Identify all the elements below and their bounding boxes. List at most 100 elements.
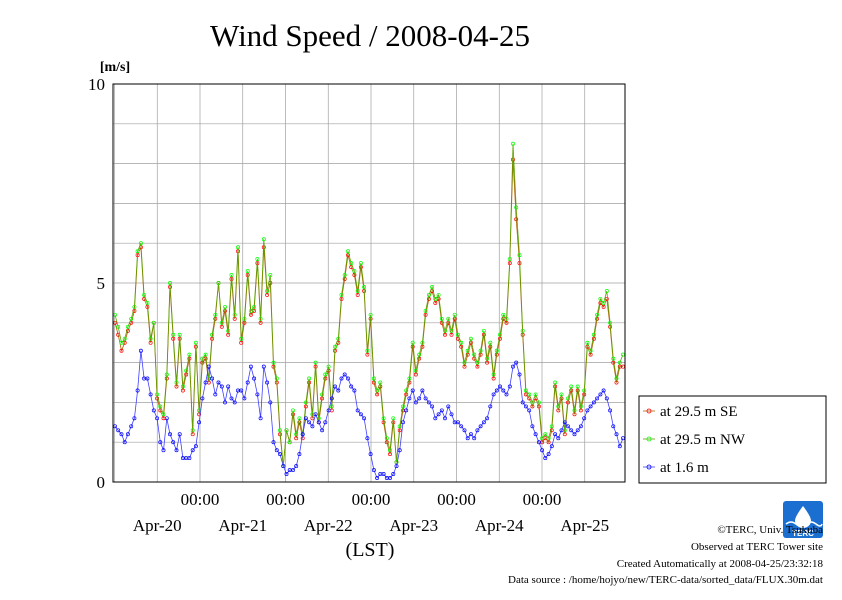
- y-axis-unit: [m/s]: [100, 60, 130, 75]
- series-point: [342, 273, 347, 277]
- series-point: [582, 388, 587, 393]
- series-point: [456, 332, 460, 337]
- series-point: [371, 376, 376, 381]
- x-tick-time-label: 00:00: [437, 490, 476, 509]
- series-point: [333, 344, 337, 349]
- x-tick-date-label: Apr-20: [133, 516, 182, 535]
- series-point: [401, 420, 405, 425]
- series-point: [591, 332, 596, 337]
- series-point: [362, 416, 367, 421]
- legend-marker: [646, 464, 652, 470]
- series-point: [365, 348, 370, 353]
- series-point: [413, 368, 418, 373]
- series-point: [462, 364, 467, 369]
- series-point: [155, 416, 160, 421]
- series-point: [180, 384, 185, 389]
- footer-copyright: ©TERC, Univ. Tsukuba: [717, 524, 823, 536]
- legend-entry: at 29.5 m NW: [660, 432, 746, 448]
- series-point: [303, 416, 308, 421]
- series-point: [242, 316, 247, 321]
- series-point: [168, 432, 172, 437]
- series-point: [530, 400, 535, 405]
- series-point: [527, 408, 532, 413]
- series-point: [601, 300, 606, 305]
- series-point: [258, 416, 263, 421]
- series-point: [485, 416, 490, 421]
- series-point: [417, 396, 422, 401]
- series-point: [507, 257, 512, 262]
- series-point: [248, 308, 253, 313]
- series-point: [562, 432, 567, 437]
- x-tick-date-label: Apr-25: [560, 516, 609, 535]
- series-point: [475, 428, 480, 433]
- series-point: [155, 396, 160, 401]
- series-point: [310, 424, 315, 429]
- series-point: [562, 420, 567, 425]
- series-point: [472, 436, 477, 441]
- series-point: [313, 360, 318, 365]
- series-point: [530, 404, 535, 409]
- series-point: [481, 328, 486, 333]
- series-point: [517, 372, 522, 377]
- series-point: [462, 428, 467, 433]
- series-point: [164, 372, 169, 377]
- series-point: [151, 320, 156, 325]
- x-tick-date-label: Apr-21: [218, 516, 267, 535]
- series-point: [556, 436, 561, 441]
- series-point: [203, 352, 208, 357]
- series-point: [355, 289, 360, 293]
- series-point: [420, 344, 425, 349]
- series-point: [478, 352, 483, 357]
- series-point: [394, 460, 399, 465]
- series-point: [352, 388, 357, 393]
- series-point: [210, 332, 215, 337]
- series-point: [193, 340, 198, 345]
- series-point: [336, 336, 341, 341]
- series-point: [543, 456, 548, 461]
- series-point: [465, 348, 470, 353]
- series-point: [216, 380, 221, 385]
- series-point: [449, 328, 454, 333]
- series-point: [271, 440, 276, 445]
- series-point: [371, 380, 376, 385]
- series-line: [114, 143, 624, 467]
- series-point: [394, 464, 399, 469]
- series-point: [465, 436, 470, 441]
- series-point: [426, 296, 431, 301]
- series-point: [491, 372, 496, 377]
- terc-logo: TERC: [783, 501, 823, 538]
- series-point: [125, 328, 130, 333]
- series-point: [514, 205, 519, 210]
- series-point: [223, 400, 227, 405]
- series-point: [213, 312, 218, 317]
- series-point: [501, 312, 506, 317]
- series-point: [481, 420, 486, 425]
- series-point: [177, 432, 182, 437]
- series-point: [158, 440, 163, 445]
- series-point: [511, 141, 515, 146]
- series-point: [303, 400, 308, 405]
- series-point: [368, 312, 373, 317]
- series-point: [575, 428, 580, 433]
- series-point: [468, 336, 473, 341]
- series-point: [595, 312, 600, 317]
- series-point: [514, 360, 519, 365]
- series-point: [566, 396, 570, 401]
- series-point: [239, 388, 244, 393]
- series-group: [113, 141, 625, 469]
- series-point: [320, 392, 325, 397]
- y-tick-label: 5: [97, 274, 106, 293]
- x-tick-time-label: 00:00: [352, 490, 391, 509]
- series-point: [578, 408, 583, 413]
- series-point: [187, 456, 192, 461]
- series-point: [511, 364, 515, 369]
- series-point: [569, 384, 574, 389]
- series-point: [236, 245, 240, 250]
- series-point: [174, 380, 179, 385]
- series-point: [135, 388, 140, 393]
- series-point: [498, 336, 502, 341]
- series-point: [549, 424, 554, 429]
- series-point: [326, 364, 331, 369]
- series-point: [543, 432, 548, 437]
